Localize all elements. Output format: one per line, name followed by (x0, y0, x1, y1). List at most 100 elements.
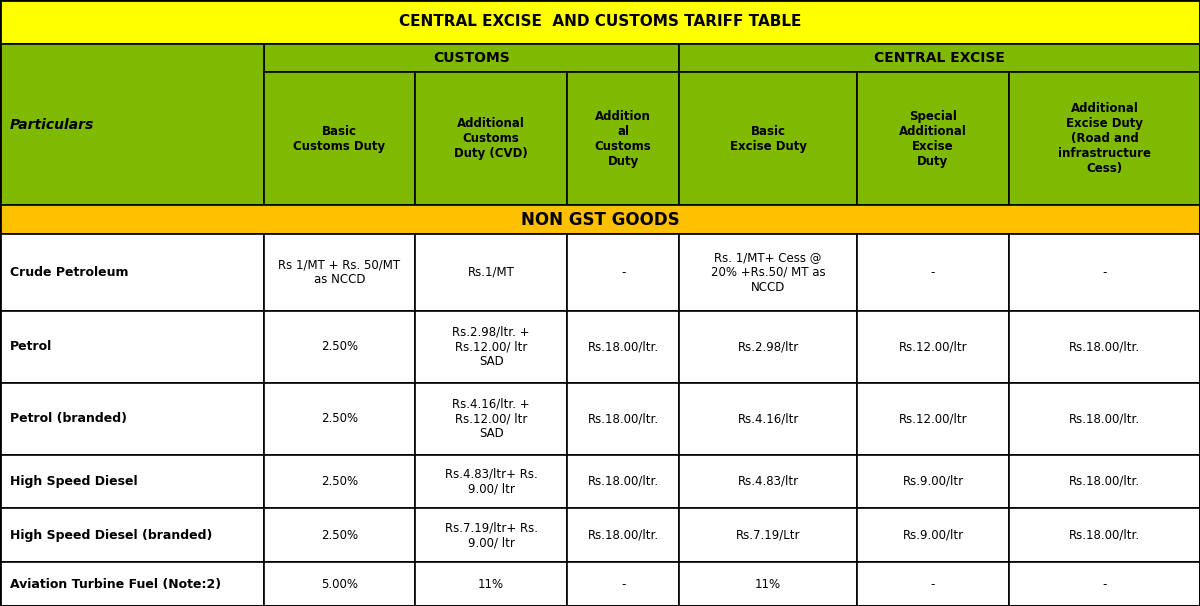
Text: Petrol (branded): Petrol (branded) (10, 412, 127, 425)
Text: Rs.2.98/ltr. +
Rs.12.00/ ltr
SAD: Rs.2.98/ltr. + Rs.12.00/ ltr SAD (452, 325, 530, 368)
Text: Rs.4.83/ltr+ Rs.
9.00/ ltr: Rs.4.83/ltr+ Rs. 9.00/ ltr (445, 467, 538, 496)
Bar (679, 234, 857, 311)
Text: Rs.12.00/ltr: Rs.12.00/ltr (899, 412, 967, 425)
Text: -: - (931, 265, 935, 279)
Text: Rs.18.00/ltr.: Rs.18.00/ltr. (588, 475, 659, 488)
Bar (1009, 562, 1200, 606)
Bar (264, 562, 415, 606)
Text: Rs.7.19/Ltr: Rs.7.19/Ltr (736, 529, 800, 542)
Text: Aviation Turbine Fuel (Note:2): Aviation Turbine Fuel (Note:2) (10, 578, 221, 591)
Bar (857, 454, 1009, 508)
Bar (568, 508, 679, 562)
Text: Crude Petroleum: Crude Petroleum (10, 265, 128, 279)
Text: Petrol: Petrol (10, 340, 52, 353)
Text: Particulars: Particulars (10, 118, 94, 132)
Bar (1009, 508, 1200, 562)
Text: 2.50%: 2.50% (320, 529, 358, 542)
Bar (0, 44, 264, 72)
Bar (679, 44, 1200, 72)
Bar (568, 562, 679, 606)
Text: -: - (931, 578, 935, 591)
Bar (568, 454, 679, 508)
Text: Rs.1/MT: Rs.1/MT (468, 265, 515, 279)
Text: Special
Additional
Excise
Duty: Special Additional Excise Duty (899, 110, 967, 168)
Text: Additional
Excise Duty
(Road and
infrastructure
Cess): Additional Excise Duty (Road and infrast… (1058, 102, 1151, 175)
Text: Rs.9.00/ltr: Rs.9.00/ltr (902, 475, 964, 488)
Text: High Speed Diesel: High Speed Diesel (10, 475, 137, 488)
Bar (0, 205, 1200, 234)
Text: Rs.4.16/ltr. +
Rs.12.00/ ltr
SAD: Rs.4.16/ltr. + Rs.12.00/ ltr SAD (452, 397, 530, 440)
Text: Rs.18.00/ltr.: Rs.18.00/ltr. (1069, 529, 1140, 542)
Bar (1009, 382, 1200, 454)
Text: Rs.4.16/ltr: Rs.4.16/ltr (738, 412, 799, 425)
Bar (415, 72, 568, 205)
Text: Rs.12.00/ltr: Rs.12.00/ltr (899, 340, 967, 353)
Bar (0, 234, 264, 311)
Text: -: - (620, 578, 625, 591)
Text: High Speed Diesel (branded): High Speed Diesel (branded) (10, 529, 212, 542)
Bar (0, 562, 264, 606)
Bar (857, 311, 1009, 382)
Text: Basic
Customs Duty: Basic Customs Duty (294, 125, 385, 153)
Bar (264, 44, 679, 72)
Text: 2.50%: 2.50% (320, 412, 358, 425)
Bar (1009, 311, 1200, 382)
Bar (679, 562, 857, 606)
Text: 2.50%: 2.50% (320, 475, 358, 488)
Bar (1009, 454, 1200, 508)
Text: Rs.18.00/ltr.: Rs.18.00/ltr. (1069, 340, 1140, 353)
Bar (415, 234, 568, 311)
Text: 5.00%: 5.00% (322, 578, 358, 591)
Text: Rs.18.00/ltr.: Rs.18.00/ltr. (588, 340, 659, 353)
Bar (415, 382, 568, 454)
Text: Addition
al
Customs
Duty: Addition al Customs Duty (595, 110, 652, 168)
Bar (568, 72, 679, 205)
Text: Basic
Excise Duty: Basic Excise Duty (730, 125, 806, 153)
Bar (415, 562, 568, 606)
Bar (415, 508, 568, 562)
Text: 11%: 11% (478, 578, 504, 591)
Bar (264, 454, 415, 508)
Text: Rs.4.83/ltr: Rs.4.83/ltr (738, 475, 799, 488)
Bar (568, 234, 679, 311)
Bar (679, 72, 857, 205)
Bar (264, 508, 415, 562)
Text: Rs.7.19/ltr+ Rs.
9.00/ ltr: Rs.7.19/ltr+ Rs. 9.00/ ltr (445, 521, 538, 550)
Text: Rs.18.00/ltr.: Rs.18.00/ltr. (588, 412, 659, 425)
Bar (1009, 72, 1200, 205)
Bar (857, 382, 1009, 454)
Bar (1009, 234, 1200, 311)
Bar (857, 234, 1009, 311)
Bar (264, 72, 415, 205)
Bar (857, 562, 1009, 606)
Text: 11%: 11% (755, 578, 781, 591)
Bar (0, 311, 264, 382)
Bar (679, 311, 857, 382)
Text: CUSTOMS: CUSTOMS (433, 51, 510, 65)
Text: Rs.9.00/ltr: Rs.9.00/ltr (902, 529, 964, 542)
Bar (264, 234, 415, 311)
Bar (0, 0, 1200, 44)
Bar (857, 508, 1009, 562)
Bar (679, 382, 857, 454)
Text: 2.50%: 2.50% (320, 340, 358, 353)
Bar (568, 311, 679, 382)
Bar (264, 382, 415, 454)
Text: Rs.2.98/ltr: Rs.2.98/ltr (738, 340, 799, 353)
Text: Rs. 1/MT+ Cess @
20% +Rs.50/ MT as
NCCD: Rs. 1/MT+ Cess @ 20% +Rs.50/ MT as NCCD (710, 251, 826, 294)
Bar (857, 72, 1009, 205)
Text: Additional
Customs
Duty (CVD): Additional Customs Duty (CVD) (455, 117, 528, 160)
Bar (0, 44, 264, 205)
Text: -: - (1103, 265, 1106, 279)
Text: -: - (1103, 578, 1106, 591)
Text: NON GST GOODS: NON GST GOODS (521, 210, 679, 228)
Text: Rs.18.00/ltr.: Rs.18.00/ltr. (588, 529, 659, 542)
Bar (0, 382, 264, 454)
Bar (679, 454, 857, 508)
Text: -: - (620, 265, 625, 279)
Bar (568, 382, 679, 454)
Text: Rs.18.00/ltr.: Rs.18.00/ltr. (1069, 412, 1140, 425)
Text: Rs 1/MT + Rs. 50/MT
as NCCD: Rs 1/MT + Rs. 50/MT as NCCD (278, 258, 401, 286)
Bar (0, 454, 264, 508)
Text: Rs.18.00/ltr.: Rs.18.00/ltr. (1069, 475, 1140, 488)
